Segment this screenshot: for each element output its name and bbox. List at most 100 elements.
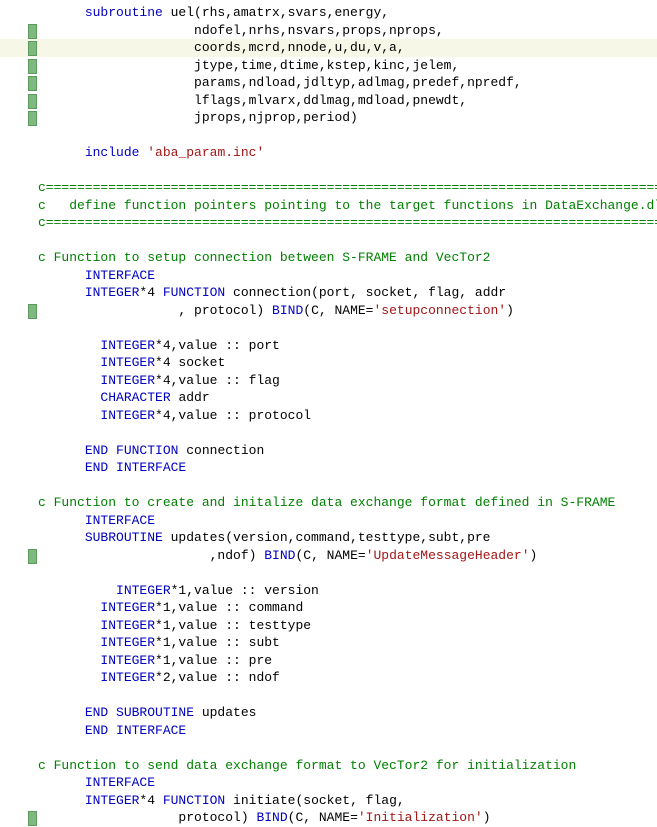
code-line[interactable]: INTERFACE bbox=[0, 267, 657, 285]
continuation-mark-icon bbox=[28, 111, 37, 126]
code-token: include bbox=[85, 145, 140, 160]
code-line[interactable] bbox=[0, 687, 657, 705]
code-token: *1,value :: testtype bbox=[155, 618, 311, 633]
code-line[interactable]: END SUBROUTINE updates bbox=[0, 704, 657, 722]
code-token bbox=[38, 513, 85, 528]
code-token: ,ndof) bbox=[38, 548, 264, 563]
code-line[interactable]: c Function to send data exchange format … bbox=[0, 757, 657, 775]
code-line[interactable] bbox=[0, 477, 657, 495]
code-line[interactable]: INTEGER*1,value :: pre bbox=[0, 652, 657, 670]
code-line[interactable]: subroutine uel(rhs,amatrx,svars,energy, bbox=[0, 4, 657, 22]
code-line[interactable]: c Function to create and initalize data … bbox=[0, 494, 657, 512]
code-token: *2,value :: ndof bbox=[155, 670, 280, 685]
code-token: 'UpdateMessageHeader' bbox=[366, 548, 530, 563]
code-token bbox=[38, 163, 46, 178]
code-line[interactable]: END INTERFACE bbox=[0, 722, 657, 740]
code-token: *4 bbox=[139, 285, 162, 300]
code-token: *4 bbox=[139, 793, 162, 808]
code-line[interactable]: INTEGER*1,value :: version bbox=[0, 582, 657, 600]
code-line[interactable] bbox=[0, 232, 657, 250]
code-token: updates bbox=[194, 705, 256, 720]
code-token bbox=[38, 145, 85, 160]
code-line[interactable]: INTEGER*2,value :: ndof bbox=[0, 669, 657, 687]
code-line[interactable]: include 'aba_param.inc' bbox=[0, 144, 657, 162]
code-token: INTEGER bbox=[100, 338, 155, 353]
continuation-mark-icon bbox=[28, 94, 37, 109]
code-token: INTERFACE bbox=[85, 268, 155, 283]
code-line[interactable]: SUBROUTINE updates(version,command,testt… bbox=[0, 529, 657, 547]
code-token: END INTERFACE bbox=[85, 460, 186, 475]
code-line[interactable]: INTEGER*1,value :: subt bbox=[0, 634, 657, 652]
code-line[interactable]: lflags,mlvarx,ddlmag,mdload,pnewdt, bbox=[0, 92, 657, 110]
code-token: SUBROUTINE bbox=[85, 530, 163, 545]
code-token: (C, NAME= bbox=[288, 810, 358, 825]
code-token bbox=[38, 688, 46, 703]
code-token: , protocol) bbox=[38, 303, 272, 318]
code-token: 'Initialization' bbox=[358, 810, 483, 825]
code-token bbox=[38, 653, 100, 668]
code-token: c Function to create and initalize data … bbox=[38, 495, 615, 510]
code-line[interactable]: END INTERFACE bbox=[0, 459, 657, 477]
code-line[interactable]: c Function to setup connection between S… bbox=[0, 249, 657, 267]
code-token: BIND bbox=[256, 810, 287, 825]
code-line[interactable]: ndofel,nrhs,nsvars,props,nprops, bbox=[0, 22, 657, 40]
code-line[interactable]: c=======================================… bbox=[0, 179, 657, 197]
code-line[interactable] bbox=[0, 162, 657, 180]
code-line[interactable]: INTEGER*4 socket bbox=[0, 354, 657, 372]
code-line[interactable] bbox=[0, 424, 657, 442]
code-editor[interactable]: subroutine uel(rhs,amatrx,svars,energy, … bbox=[0, 0, 657, 827]
code-token: INTEGER bbox=[85, 285, 140, 300]
code-token bbox=[38, 390, 100, 405]
code-line[interactable]: c define function pointers pointing to t… bbox=[0, 197, 657, 215]
code-token: params,ndload,jdltyp,adlmag,predef,npred… bbox=[38, 75, 522, 90]
code-token: END FUNCTION bbox=[85, 443, 179, 458]
code-token: INTEGER bbox=[100, 670, 155, 685]
code-token: coords,mcrd,nnode,u,du,v,a, bbox=[38, 40, 405, 55]
code-line[interactable]: INTEGER*4,value :: flag bbox=[0, 372, 657, 390]
code-line[interactable]: CHARACTER addr bbox=[0, 389, 657, 407]
code-token: connection bbox=[178, 443, 264, 458]
code-line[interactable]: INTEGER*4,value :: protocol bbox=[0, 407, 657, 425]
code-line[interactable]: c=======================================… bbox=[0, 214, 657, 232]
code-token bbox=[38, 268, 85, 283]
code-line[interactable]: INTEGER*1,value :: testtype bbox=[0, 617, 657, 635]
code-token: initiate(socket, flag, bbox=[225, 793, 404, 808]
code-line[interactable]: , protocol) BIND(C, NAME='setupconnectio… bbox=[0, 302, 657, 320]
code-line[interactable]: jprops,njprop,period) bbox=[0, 109, 657, 127]
code-line[interactable]: INTEGER*1,value :: command bbox=[0, 599, 657, 617]
code-line[interactable]: INTEGER*4,value :: port bbox=[0, 337, 657, 355]
code-token: ) bbox=[483, 810, 491, 825]
code-token: *4 socket bbox=[155, 355, 225, 370]
code-token bbox=[38, 425, 46, 440]
continuation-mark-icon bbox=[28, 76, 37, 91]
code-line[interactable]: INTEGER*4 FUNCTION initiate(socket, flag… bbox=[0, 792, 657, 810]
code-line[interactable]: INTERFACE bbox=[0, 774, 657, 792]
code-token: c define function pointers pointing to t… bbox=[38, 198, 657, 213]
code-token: jprops,njprop,period) bbox=[38, 110, 358, 125]
code-line[interactable]: END FUNCTION connection bbox=[0, 442, 657, 460]
code-line[interactable] bbox=[0, 127, 657, 145]
code-line[interactable]: protocol) BIND(C, NAME='Initialization') bbox=[0, 809, 657, 827]
code-token: INTEGER bbox=[100, 653, 155, 668]
code-token: CHARACTER bbox=[100, 390, 170, 405]
code-line[interactable]: jtype,time,dtime,kstep,kinc,jelem, bbox=[0, 57, 657, 75]
continuation-mark-icon bbox=[28, 59, 37, 74]
code-token: INTEGER bbox=[100, 635, 155, 650]
code-token: *1,value :: pre bbox=[155, 653, 272, 668]
code-line[interactable] bbox=[0, 739, 657, 757]
code-token: *4,value :: flag bbox=[155, 373, 280, 388]
code-line[interactable]: coords,mcrd,nnode,u,du,v,a, bbox=[0, 39, 657, 57]
code-token: (C, NAME= bbox=[303, 303, 373, 318]
code-token: BIND bbox=[272, 303, 303, 318]
code-token: INTEGER bbox=[100, 355, 155, 370]
code-line[interactable] bbox=[0, 564, 657, 582]
code-token bbox=[38, 5, 85, 20]
code-token bbox=[38, 460, 85, 475]
code-line[interactable]: INTERFACE bbox=[0, 512, 657, 530]
code-token: INTEGER bbox=[85, 793, 140, 808]
code-line[interactable]: INTEGER*4 FUNCTION connection(port, sock… bbox=[0, 284, 657, 302]
code-token bbox=[38, 355, 100, 370]
code-line[interactable]: params,ndload,jdltyp,adlmag,predef,npred… bbox=[0, 74, 657, 92]
code-line[interactable]: ,ndof) BIND(C, NAME='UpdateMessageHeader… bbox=[0, 547, 657, 565]
code-line[interactable] bbox=[0, 319, 657, 337]
